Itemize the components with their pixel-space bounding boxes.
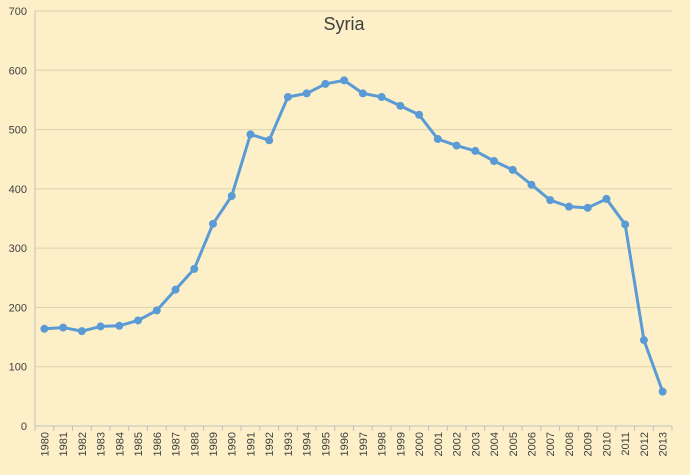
x-tick-label: 1990 (227, 432, 239, 456)
data-point (40, 324, 49, 333)
x-tick-label: 1991 (245, 432, 257, 456)
data-point (602, 194, 611, 203)
x-tick-label: 1992 (264, 432, 276, 456)
x-tick-label: 1994 (302, 432, 314, 456)
data-point (59, 323, 68, 332)
data-point (171, 285, 180, 294)
x-tick-label: 2000 (414, 432, 426, 456)
data-point (152, 306, 161, 315)
x-tick-label: 1995 (320, 432, 332, 456)
data-point (283, 92, 292, 101)
x-tick-label: 1998 (377, 432, 389, 456)
y-axis-ticks: 0 100 200 300 400 500 600 700 (9, 6, 27, 433)
data-point (527, 180, 536, 189)
x-tick-label: 1993 (283, 432, 295, 456)
data-point (246, 130, 255, 139)
data-point (658, 387, 667, 396)
x-tick-label: 1988 (189, 432, 201, 456)
x-tick-label: 1989 (208, 432, 220, 456)
y-tick-label: 700 (9, 6, 27, 18)
x-tick-label: 2001 (433, 432, 445, 456)
axes (34, 11, 673, 431)
x-tick-label: 1996 (339, 432, 351, 456)
y-tick-label: 500 (9, 125, 27, 137)
y-tick-label: 200 (9, 302, 27, 314)
x-tick-label: 1987 (171, 432, 183, 456)
data-point (396, 101, 405, 110)
data-point (358, 89, 367, 98)
data-point (433, 135, 442, 144)
series-layer (40, 76, 667, 396)
x-tick-label: 2011 (620, 432, 632, 456)
data-point (508, 165, 517, 174)
data-point (564, 202, 573, 211)
data-point (639, 336, 648, 345)
data-point (490, 156, 499, 165)
data-point (415, 110, 424, 119)
data-point (96, 322, 105, 331)
x-tick-label: 2002 (452, 432, 464, 456)
x-tick-label: 2010 (601, 432, 613, 456)
x-tick-label: 1983 (96, 432, 108, 456)
data-point (583, 203, 592, 212)
x-tick-label: 2007 (545, 432, 557, 456)
data-point (340, 76, 349, 85)
series-line (42, 78, 665, 394)
chart-title: Syria (323, 14, 365, 34)
data-point (471, 146, 480, 155)
y-tick-label: 0 (21, 421, 27, 433)
data-point (77, 327, 86, 336)
data-point (208, 219, 217, 228)
x-tick-label: 1984 (114, 432, 126, 456)
x-tick-label: 1982 (77, 432, 89, 456)
x-tick-label: 2004 (489, 432, 501, 456)
x-tick-label: 2003 (470, 432, 482, 456)
data-point (546, 196, 555, 205)
data-point (227, 191, 236, 200)
x-tick-label: 2006 (526, 432, 538, 456)
x-tick-label: 1985 (133, 432, 145, 456)
x-tick-label: 2013 (658, 432, 670, 456)
data-point (190, 264, 199, 273)
x-tick-label: 2005 (508, 432, 520, 456)
x-tick-label: 2012 (639, 432, 651, 456)
data-point (134, 316, 143, 325)
y-tick-label: 300 (9, 243, 27, 255)
y-tick-label: 100 (9, 362, 27, 374)
data-point (302, 89, 311, 98)
x-tick-label: 2008 (564, 432, 576, 456)
data-point (621, 220, 630, 229)
x-tick-label: 1980 (39, 432, 51, 456)
x-tick-label: 1999 (395, 432, 407, 456)
y-tick-label: 600 (9, 65, 27, 77)
x-axis-ticks: 1980 1981 1982 1983 1984 1985 1986 1987 1988 1989… (39, 432, 669, 456)
x-tick-label: 2009 (583, 432, 595, 456)
x-tick-label: 1986 (152, 432, 164, 456)
data-point (321, 79, 330, 88)
gridlines (35, 10, 672, 368)
data-point (452, 141, 461, 150)
x-tick-label: 1981 (58, 432, 70, 456)
data-point (265, 136, 274, 145)
data-point (115, 321, 124, 330)
x-tick-label: 1997 (358, 432, 370, 456)
y-tick-label: 400 (9, 184, 27, 196)
data-point (377, 92, 386, 101)
